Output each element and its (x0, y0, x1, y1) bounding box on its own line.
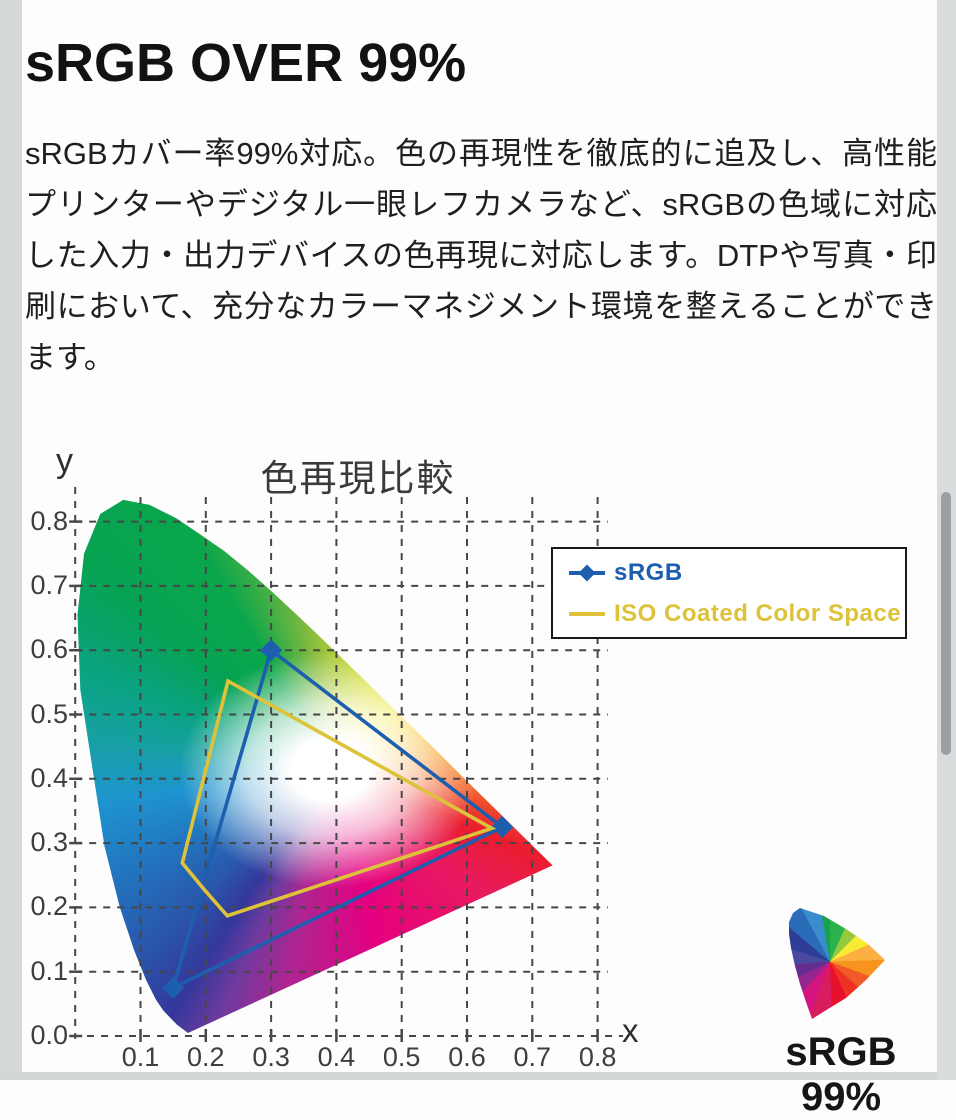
bottom-gutter (0, 1072, 956, 1080)
srgb-gamut-icon (789, 908, 885, 1019)
y-tick-label: 0.6 (30, 634, 68, 665)
x-tick-label: 0.4 (317, 1042, 356, 1072)
chart-legend: sRGB ISO Coated Color Space (551, 547, 907, 639)
y-tick-label: 0.0 (30, 1020, 68, 1050)
legend-label-srgb: sRGB (614, 558, 683, 586)
legend-item-iso-coated: ISO Coated Color Space (569, 600, 905, 628)
x-tick-label: 0.8 (578, 1042, 617, 1072)
x-tick-label: 0.1 (121, 1042, 160, 1072)
y-tick-label: 0.7 (30, 569, 68, 600)
srgb-badge-label: sRGB 99% (785, 1030, 897, 1119)
x-tick-label: 0.3 (252, 1042, 290, 1072)
chart-title: 色再現比較 (260, 458, 456, 499)
y-tick-label: 0.1 (30, 955, 68, 986)
x-tick-label: 0.6 (448, 1042, 486, 1072)
y-tick-label: 0.2 (30, 891, 68, 922)
y-tick-label: 0.8 (30, 505, 68, 536)
y-tick-label: 0.4 (30, 762, 68, 793)
body-paragraph: sRGBカバー率99%対応。色の再現性を徹底的に追及し、高性能プリンターやデジタ… (25, 136, 937, 375)
legend-item-srgb: sRGB (569, 559, 905, 587)
srgb-line-diamond-icon (569, 564, 605, 581)
legend-label-iso-coated: ISO Coated Color Space (614, 599, 902, 627)
y-axis-label: y (56, 442, 73, 480)
page-title: sRGB OVER 99% (25, 33, 467, 94)
y-tick-label: 0.3 (30, 827, 68, 858)
left-gutter (0, 0, 22, 1080)
y-tick-label: 0.5 (30, 698, 68, 729)
x-axis-label: x (622, 1012, 639, 1049)
x-tick-label: 0.7 (513, 1042, 552, 1072)
scrollbar-thumb[interactable] (941, 492, 951, 755)
x-tick-label: 0.2 (187, 1042, 225, 1072)
cie-horseshoe-gamut (77, 499, 553, 1033)
x-tick-label: 0.5 (382, 1042, 421, 1072)
iso-line-icon (569, 607, 605, 621)
